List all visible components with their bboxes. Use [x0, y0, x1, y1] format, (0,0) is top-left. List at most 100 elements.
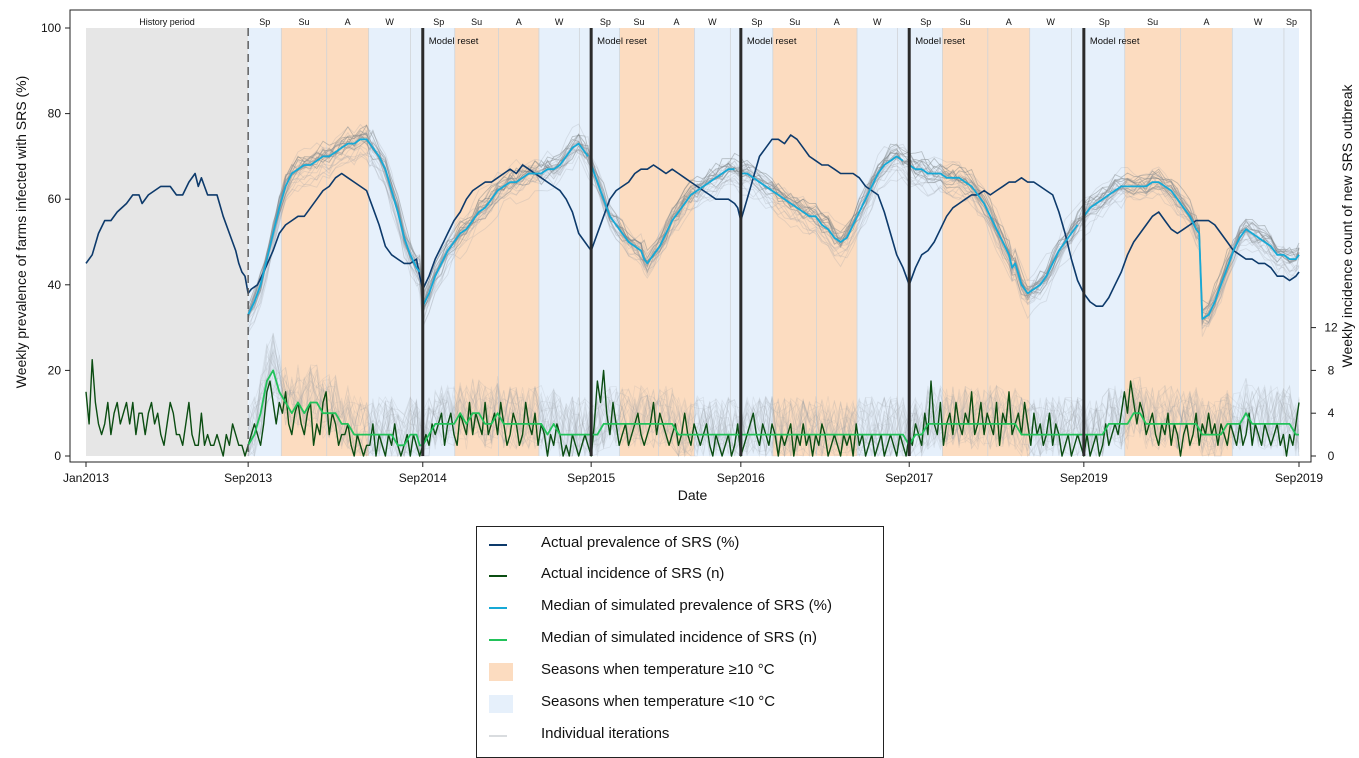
season-label: Su — [634, 17, 645, 27]
season-label: Su — [789, 17, 800, 27]
line-actual-prevalence — [85, 134, 1300, 307]
season-label-final: Sp — [1286, 17, 1297, 27]
season-label: Sp — [259, 17, 270, 27]
legend-swatch-iterations — [489, 735, 507, 737]
band-summer-autumn — [619, 28, 695, 456]
band-spring — [909, 28, 943, 456]
iteration-prevalence-line — [247, 123, 1300, 314]
iteration-prevalence-line — [247, 124, 1300, 322]
iteration-incidence-line — [247, 333, 1300, 458]
model-reset-label: Model reset — [747, 36, 797, 47]
legend-item-warm-season: Seasons when temperature ≥10 °C — [477, 660, 883, 684]
annotations: Sp Su A W Sp Su A W Sp Su A W Sp Su A W Sp Su A W Sp Su A W Sp Hi… — [139, 17, 1297, 47]
legend-swatch-warm-season — [489, 663, 513, 681]
band-spring — [591, 28, 620, 456]
legend-label: Median of simulated incidence of SRS (n) — [541, 629, 817, 646]
season-label: A — [673, 17, 679, 27]
band-winter — [538, 28, 592, 456]
season-label: W — [1254, 17, 1263, 27]
y-right-tick-label: 4 — [1328, 406, 1335, 420]
x-tick-label: Sep2017 — [885, 471, 933, 485]
legend-swatch-median-prevalence — [489, 607, 507, 609]
legend-item-median-prevalence: Median of simulated prevalence of SRS (%… — [477, 596, 883, 620]
iteration-incidence-line — [247, 366, 1300, 458]
model-reset-label: Model reset — [915, 36, 965, 47]
x-axis-label: Date — [678, 487, 708, 503]
band-summer-autumn — [281, 28, 369, 456]
axes: 0 20 40 60 80 100 0 4 8 12 Jan2013 Sep2013 Sep2014 Se… — [13, 9, 1355, 503]
band-summer-autumn — [772, 28, 858, 456]
band-summer-autumn — [942, 28, 1030, 456]
iteration-incidence-line — [247, 367, 1300, 458]
iteration-incidence-line — [247, 354, 1300, 457]
iteration-prevalence-line — [247, 124, 1300, 320]
season-label: Sp — [1099, 17, 1110, 27]
y-left-tick-label: 80 — [48, 107, 62, 121]
legend-swatch-cold-season — [489, 695, 513, 713]
x-tick-label: Sep2019 — [1275, 471, 1323, 485]
y-left-tick-label: 100 — [41, 21, 61, 35]
chart-svg: 0 20 40 60 80 100 0 4 8 12 Jan2013 Sep2013 Sep2014 Se… — [13, 9, 1355, 503]
model-reset-label: Model reset — [597, 36, 647, 47]
band-spring — [740, 28, 773, 456]
line-median-incidence — [247, 369, 1299, 447]
y-left-tick-label: 20 — [48, 363, 62, 377]
iteration-incidence-line — [247, 332, 1300, 458]
y-right-tick-label: 8 — [1328, 363, 1335, 377]
legend-item-iterations: Individual iterations — [477, 724, 883, 748]
legend: Actual prevalence of SRS (%) Actual inci… — [476, 526, 884, 758]
band-winter — [694, 28, 741, 456]
iteration-prevalence-line — [247, 133, 1300, 306]
season-label: A — [516, 17, 522, 27]
band-spring — [422, 28, 455, 456]
legend-label: Seasons when temperature ≥10 °C — [541, 661, 775, 678]
iteration-prevalence-line — [247, 131, 1300, 314]
series-lines — [85, 134, 1300, 457]
legend-label: Seasons when temperature <10 °C — [541, 693, 776, 710]
band-winter — [857, 28, 910, 456]
iteration-incidence-line — [247, 343, 1300, 458]
legend-item-actual-incidence: Actual incidence of SRS (n) — [477, 564, 883, 588]
y-left-tick-label: 0 — [54, 449, 61, 463]
legend-swatch-median-incidence — [489, 639, 507, 641]
season-label: A — [834, 17, 840, 27]
season-label: A — [1203, 17, 1209, 27]
season-label: W — [555, 17, 564, 27]
band-summer-autumn — [454, 28, 539, 456]
line-median-prevalence — [247, 138, 1300, 320]
season-label: Sp — [600, 17, 611, 27]
iteration-incidence-line — [247, 341, 1300, 458]
legend-label: Actual prevalence of SRS (%) — [541, 534, 740, 551]
season-label: Su — [960, 17, 971, 27]
x-tick-label: Jan2013 — [63, 471, 109, 485]
y-left-tick-label: 40 — [48, 278, 62, 292]
model-reset-label: Model reset — [429, 36, 479, 47]
legend-label: Individual iterations — [541, 725, 670, 742]
iteration-incidence-line — [247, 339, 1300, 458]
x-tick-label: Sep2015 — [567, 471, 615, 485]
season-label: W — [385, 17, 394, 27]
season-bands — [86, 28, 1299, 456]
model-reset-lines — [247, 28, 1086, 456]
iteration-incidence-line — [247, 366, 1300, 458]
iteration-incidence-line — [247, 372, 1300, 457]
iteration-incidence-line — [247, 373, 1300, 458]
iteration-incidence-line — [247, 343, 1300, 458]
iteration-incidence-line — [247, 350, 1300, 458]
y-left-tick-label: 60 — [48, 192, 62, 206]
x-tick-label: Sep2016 — [717, 471, 765, 485]
season-label: Su — [1147, 17, 1158, 27]
season-label: A — [345, 17, 351, 27]
band-summer-autumn — [1124, 28, 1233, 456]
season-label: W — [708, 17, 717, 27]
iteration-prevalence-line — [247, 139, 1300, 326]
model-reset-label: Model reset — [1090, 36, 1140, 47]
season-label: Sp — [920, 17, 931, 27]
plot-frame — [69, 9, 1312, 463]
iteration-prevalence-line — [247, 123, 1300, 312]
season-label: W — [873, 17, 882, 27]
legend-label: Median of simulated prevalence of SRS (%… — [541, 597, 832, 614]
band-spring — [1083, 28, 1125, 456]
iteration-prevalence-line — [247, 145, 1300, 337]
